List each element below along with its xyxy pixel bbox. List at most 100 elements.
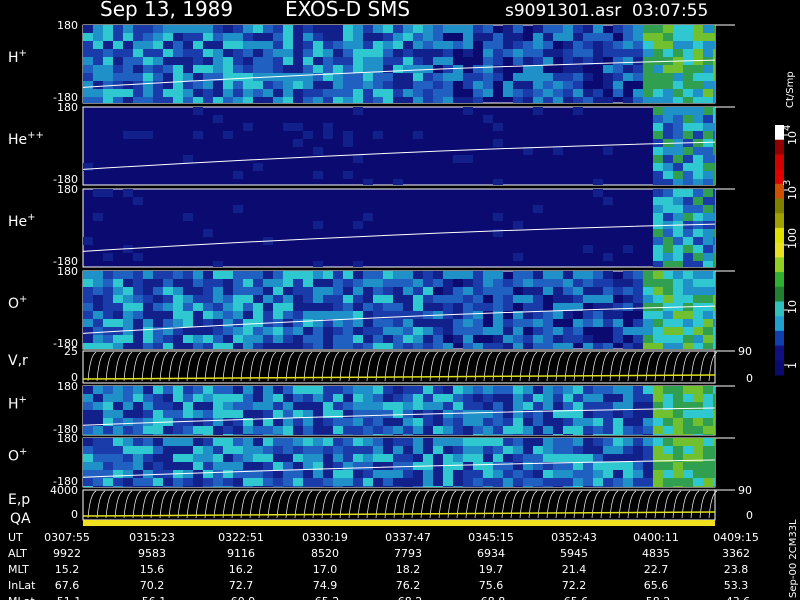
spectrogram-cell (283, 57, 293, 65)
spectrogram-cell (613, 478, 623, 486)
spectrogram-cell (493, 486, 503, 487)
spectrogram-cell (133, 335, 143, 343)
spectrogram-cell (523, 279, 533, 287)
spectrogram-cell (463, 49, 473, 57)
spectrogram-cell (383, 386, 393, 394)
spectrogram-cell (383, 402, 393, 410)
pitch-curve (492, 490, 502, 519)
spectrogram-cell (213, 418, 223, 426)
axis-bottom-label: -180 (53, 423, 78, 436)
spectrogram-cell (493, 213, 503, 221)
spectrogram-cell (243, 279, 253, 287)
spectrogram-cell (113, 335, 123, 343)
spectrogram-cell (213, 279, 223, 287)
spectrogram-cell (473, 287, 483, 295)
spectrogram-cell (373, 81, 383, 89)
spectrogram-cell (303, 327, 313, 335)
spectrogram-cell (163, 410, 173, 418)
spectrogram-cell (713, 65, 715, 73)
spectrogram-cell (523, 49, 533, 57)
spectrogram-cell (243, 410, 253, 418)
spectrogram-cell (153, 386, 163, 394)
spectrogram-cell (203, 295, 213, 303)
spectrogram-cell (313, 25, 323, 33)
spectrogram-cell (603, 65, 613, 73)
spectrogram-cell (203, 33, 213, 41)
spectrogram-cell (353, 418, 363, 426)
spectrogram-cell (443, 446, 453, 454)
spectrogram-cell (633, 335, 643, 343)
spectrogram-cell (443, 41, 453, 49)
spectrogram-cell (673, 454, 683, 462)
spectrogram-cell (413, 73, 423, 81)
pitch-curve (501, 490, 511, 519)
spectrogram-cell (373, 33, 383, 41)
spectrogram-cell (353, 434, 363, 435)
spectrogram-cell (423, 57, 433, 65)
spectrogram-cell (333, 41, 343, 49)
pitch-curve (96, 351, 106, 382)
spectrogram-cell (603, 402, 613, 410)
spectrogram-cell (683, 486, 693, 487)
spectrogram-cell (693, 279, 703, 287)
spectrogram-cell (303, 343, 313, 349)
spectrogram-cell (113, 462, 123, 470)
spectrogram-cell (153, 486, 163, 487)
spectrogram-cell (623, 410, 633, 418)
spectrogram-cell (483, 454, 493, 462)
title: Sep 13, 1989 (100, 0, 233, 21)
spectrogram-cell (613, 335, 623, 343)
pitch-curve (582, 351, 592, 382)
spectrogram-cell (393, 446, 403, 454)
colorbar-segment (775, 183, 784, 200)
spectrogram-cell (583, 343, 593, 349)
spectrogram-cell (123, 73, 133, 81)
spectrogram-cell (363, 33, 373, 41)
spectrogram-cell (353, 73, 363, 81)
spectrogram-cell (653, 311, 663, 319)
spectrogram-cell (173, 65, 183, 73)
spectrogram-cell (203, 327, 213, 335)
spectrogram-cell (323, 319, 333, 327)
spectrogram-cell (133, 41, 143, 49)
pitch-curve (240, 490, 250, 519)
spectrogram-cell (153, 271, 163, 279)
spectrogram-cell (663, 261, 673, 267)
spectrogram-cell (143, 33, 153, 41)
spectrogram-cell (283, 81, 293, 89)
spectrogram-cell (663, 171, 673, 179)
spectrogram-cell (323, 335, 333, 343)
spectrogram-cell (603, 49, 613, 57)
spectrogram-cell (183, 418, 193, 426)
spectrogram-cell (693, 394, 703, 402)
spectrogram-cell (103, 89, 113, 97)
spectrogram-cell (83, 438, 93, 446)
spectrogram-cell (133, 253, 143, 261)
spectrogram-cell (653, 189, 663, 197)
spectrogram-cell (693, 470, 703, 478)
pitch-curve (672, 351, 682, 382)
spectrogram-cell (183, 470, 193, 478)
spectrogram-cell (443, 327, 453, 335)
spectrogram-cell (683, 179, 693, 185)
spectrogram-cell (213, 89, 223, 97)
spectrogram-cell (663, 319, 673, 327)
spectrogram-cell (213, 438, 223, 446)
spectrogram-cell (443, 478, 453, 486)
spectrogram-cell (623, 402, 633, 410)
spectrogram-cell (323, 271, 333, 279)
spectrogram-cell (683, 205, 693, 213)
spectrogram-cell (633, 426, 643, 434)
spectrogram-cell (643, 303, 653, 311)
spectrogram-cell (323, 462, 333, 470)
spectrogram-cell (663, 279, 673, 287)
spectrogram-cell (183, 287, 193, 295)
spectrogram-cell (563, 89, 573, 97)
spectrogram-cell (533, 402, 543, 410)
panel-label-base: He (8, 132, 27, 148)
spectrogram-cell (223, 65, 233, 73)
spectrogram-cell (523, 319, 533, 327)
spectrogram-cell (413, 446, 423, 454)
spectrogram-cell (653, 295, 663, 303)
